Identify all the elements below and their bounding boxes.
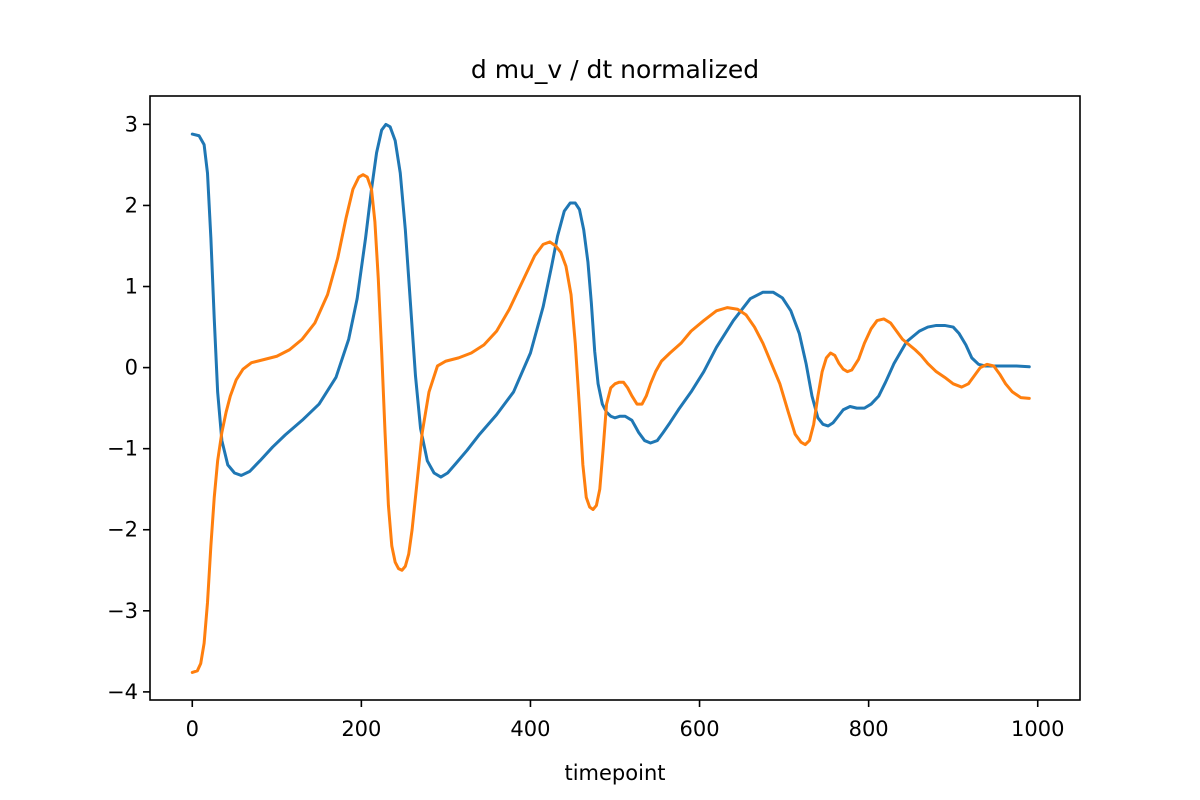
x-tick-label: 600 [679, 717, 719, 741]
x-tick-label: 800 [849, 717, 889, 741]
axis-ticks: 0 200 400 600 800 1000 −4 −3 −2 −1 0 1 2 3 [107, 112, 1064, 741]
x-axis-label: timepoint [564, 761, 665, 785]
x-tick-label: 1000 [1011, 717, 1064, 741]
x-tick-label: 200 [341, 717, 381, 741]
x-tick-label: 0 [186, 717, 199, 741]
y-tick-label: 2 [125, 193, 138, 217]
y-tick-label: −4 [107, 680, 138, 704]
x-tick-label: 400 [510, 717, 550, 741]
y-tick-label: −1 [107, 437, 138, 461]
y-tick-label: 1 [125, 275, 138, 299]
y-tick-label: 0 [125, 356, 138, 380]
chart-title: d mu_v / dt normalized [471, 55, 759, 84]
series-line-1 [190, 122, 1031, 479]
y-tick-label: −3 [107, 599, 138, 623]
y-tick-label: 3 [125, 112, 138, 136]
plot-area [149, 95, 1081, 701]
axes-frame [149, 95, 1081, 701]
y-tick-label: −2 [107, 518, 138, 542]
series-line-2 [190, 173, 1031, 674]
